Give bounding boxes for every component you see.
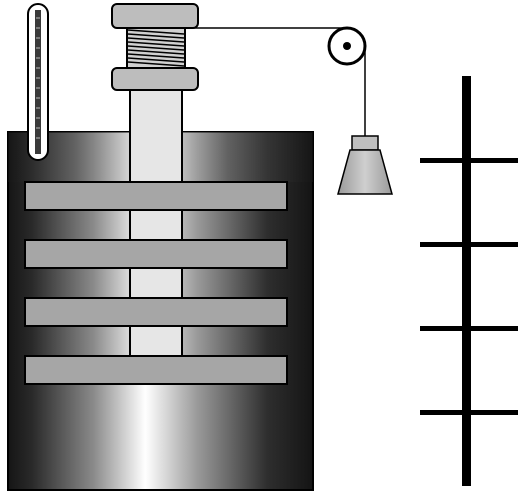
paddle-blade xyxy=(24,239,288,269)
thermometer-icon xyxy=(27,3,49,161)
paddle-blade xyxy=(24,297,288,327)
scale-tick xyxy=(420,158,518,163)
scale-tick xyxy=(420,242,518,247)
vertical-scale xyxy=(420,76,518,486)
paddle-blade xyxy=(24,355,288,385)
paddle-blades xyxy=(24,181,288,385)
threaded-spindle xyxy=(126,25,186,69)
paddle-blade xyxy=(24,181,288,211)
scale-tick xyxy=(420,410,518,415)
string xyxy=(185,27,366,136)
upper-nut xyxy=(111,3,199,29)
lower-nut xyxy=(111,67,199,91)
pulley-icon xyxy=(327,26,367,66)
hanging-weight xyxy=(337,135,393,195)
scale-tick xyxy=(420,326,518,331)
